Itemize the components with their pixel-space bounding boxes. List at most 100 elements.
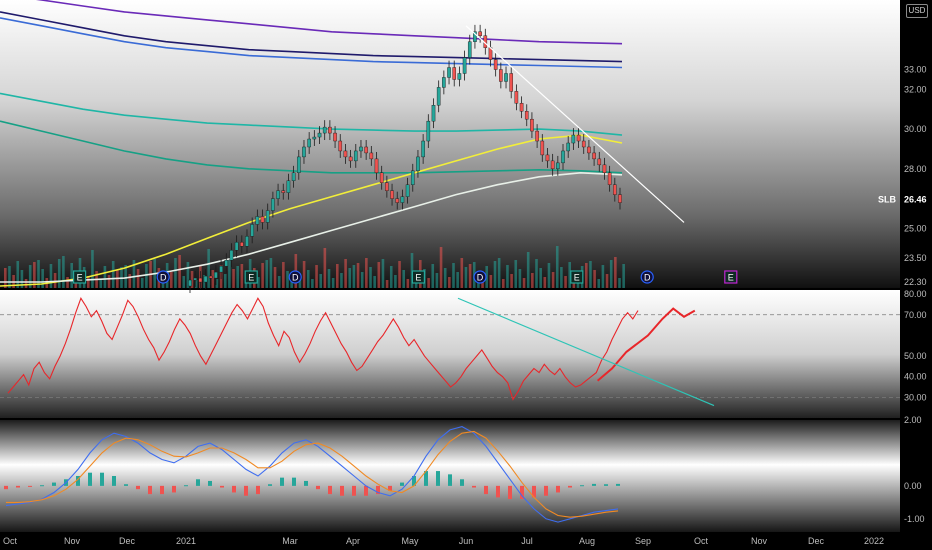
volume-bar — [439, 247, 443, 288]
last-price-tag — [900, 192, 932, 207]
candle-body — [369, 152, 374, 160]
candle-body — [556, 162, 560, 170]
macd-histogram-bar — [28, 485, 32, 487]
candle-body — [281, 190, 286, 193]
event-marker-label: D — [292, 273, 299, 283]
macd-histogram-bar — [148, 485, 152, 495]
volume-bar — [493, 261, 497, 288]
candle-body — [400, 196, 405, 203]
volume-bar — [531, 273, 534, 288]
candle-body — [265, 210, 270, 223]
macd-histogram-bar — [592, 483, 596, 486]
candle-body — [245, 236, 249, 247]
volume-bar — [228, 260, 231, 288]
volume-bar — [398, 261, 401, 288]
volume-bar — [576, 280, 580, 288]
earnings-marker — [72, 270, 87, 284]
candle-body — [353, 150, 358, 162]
volume-bar — [377, 262, 381, 288]
macd-histogram-bar — [268, 484, 272, 486]
volume-bar — [66, 277, 69, 288]
volume-bar — [136, 269, 140, 288]
volume-bar — [240, 264, 244, 288]
volume-bar — [99, 280, 103, 288]
volume-bar — [543, 277, 547, 288]
macd-histogram-bar — [304, 480, 308, 486]
volume-bar — [431, 264, 435, 288]
candle-body — [519, 103, 524, 112]
volume-bar — [302, 261, 306, 288]
macd-histogram-bar — [604, 484, 608, 486]
volume-bar — [257, 277, 260, 288]
time-axis-tick: Jun — [459, 536, 474, 546]
candle-body — [333, 132, 337, 142]
volume-bar — [323, 248, 327, 288]
volume-bar — [111, 261, 115, 288]
candle-body — [296, 156, 301, 173]
candle-body — [431, 105, 436, 122]
ticker-label: SLB — [878, 194, 897, 204]
time-axis-tick: Sep — [635, 536, 651, 546]
macd-histogram-bar — [220, 485, 224, 488]
candle-body — [291, 172, 296, 181]
macd-axis-tick: 2.00 — [904, 415, 922, 425]
volume-bar — [555, 246, 559, 288]
dividend-marker — [473, 270, 487, 284]
candle-body — [203, 275, 208, 283]
macd-histogram-bar — [244, 485, 248, 496]
time-axis-tick: 2022 — [864, 536, 884, 546]
dividend-marker — [288, 270, 302, 284]
candle-body — [613, 184, 617, 195]
volume-bar — [223, 274, 227, 288]
volume-bar — [103, 266, 107, 288]
volume-bar — [589, 261, 592, 288]
volume-bar — [24, 279, 28, 288]
volume-bar — [514, 260, 518, 288]
macd-histogram-bar — [88, 472, 92, 486]
currency-badge[interactable]: USD — [906, 4, 928, 18]
volume-bar — [91, 250, 94, 288]
time-axis-tick: Nov — [64, 536, 81, 546]
volume-bar — [124, 265, 127, 288]
volume-bar — [448, 277, 451, 288]
volume-bar — [435, 273, 439, 288]
macd-histogram-bar — [208, 480, 212, 486]
volume-bar — [211, 270, 215, 288]
volume-bar — [348, 268, 352, 288]
volume-bar — [344, 259, 347, 288]
volume-bar — [535, 259, 538, 288]
price-axis-tick: 22.30 — [904, 277, 927, 287]
volume-bar — [352, 265, 356, 288]
volume-bar — [140, 278, 144, 288]
volume-bar — [427, 278, 430, 288]
candle-body — [436, 87, 441, 106]
macd-histogram-bar — [160, 485, 164, 495]
macd-histogram-bar — [508, 485, 512, 500]
candle-body — [607, 172, 612, 185]
volume-bar — [70, 263, 73, 288]
macd-histogram-bar — [124, 484, 128, 486]
time-axis-tick: Aug — [579, 536, 595, 546]
volume-bar — [502, 279, 505, 288]
candle-body — [322, 126, 327, 134]
volume-bar — [564, 276, 567, 288]
volume-bar — [336, 264, 339, 288]
candle-body — [208, 275, 213, 279]
macd-histogram-bar — [4, 485, 8, 490]
macd-histogram-bar — [136, 485, 140, 490]
macd-histogram-bar — [280, 477, 284, 486]
volume-bar — [315, 265, 318, 288]
volume-bar — [618, 278, 621, 288]
volume-bar — [87, 276, 90, 288]
earnings-marker — [724, 270, 738, 284]
candle-body — [317, 132, 322, 138]
volume-bar — [182, 276, 186, 288]
candle-body — [348, 156, 353, 162]
candle-body — [530, 118, 534, 132]
earnings-marker — [411, 270, 425, 284]
candle-body — [234, 242, 239, 251]
candle-body — [364, 146, 368, 154]
volume-bar — [489, 275, 493, 288]
volume-bar — [547, 263, 551, 288]
